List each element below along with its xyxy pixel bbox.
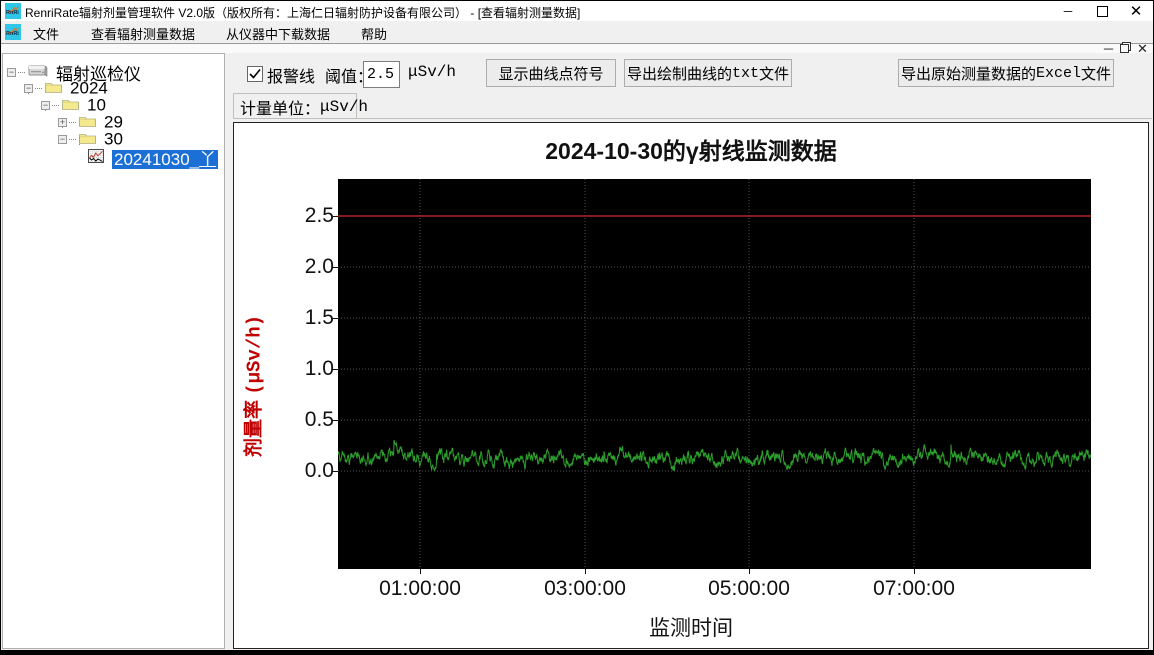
svg-text:RnRi: RnRi (6, 10, 19, 16)
svg-text:RnRi: RnRi (6, 31, 19, 37)
